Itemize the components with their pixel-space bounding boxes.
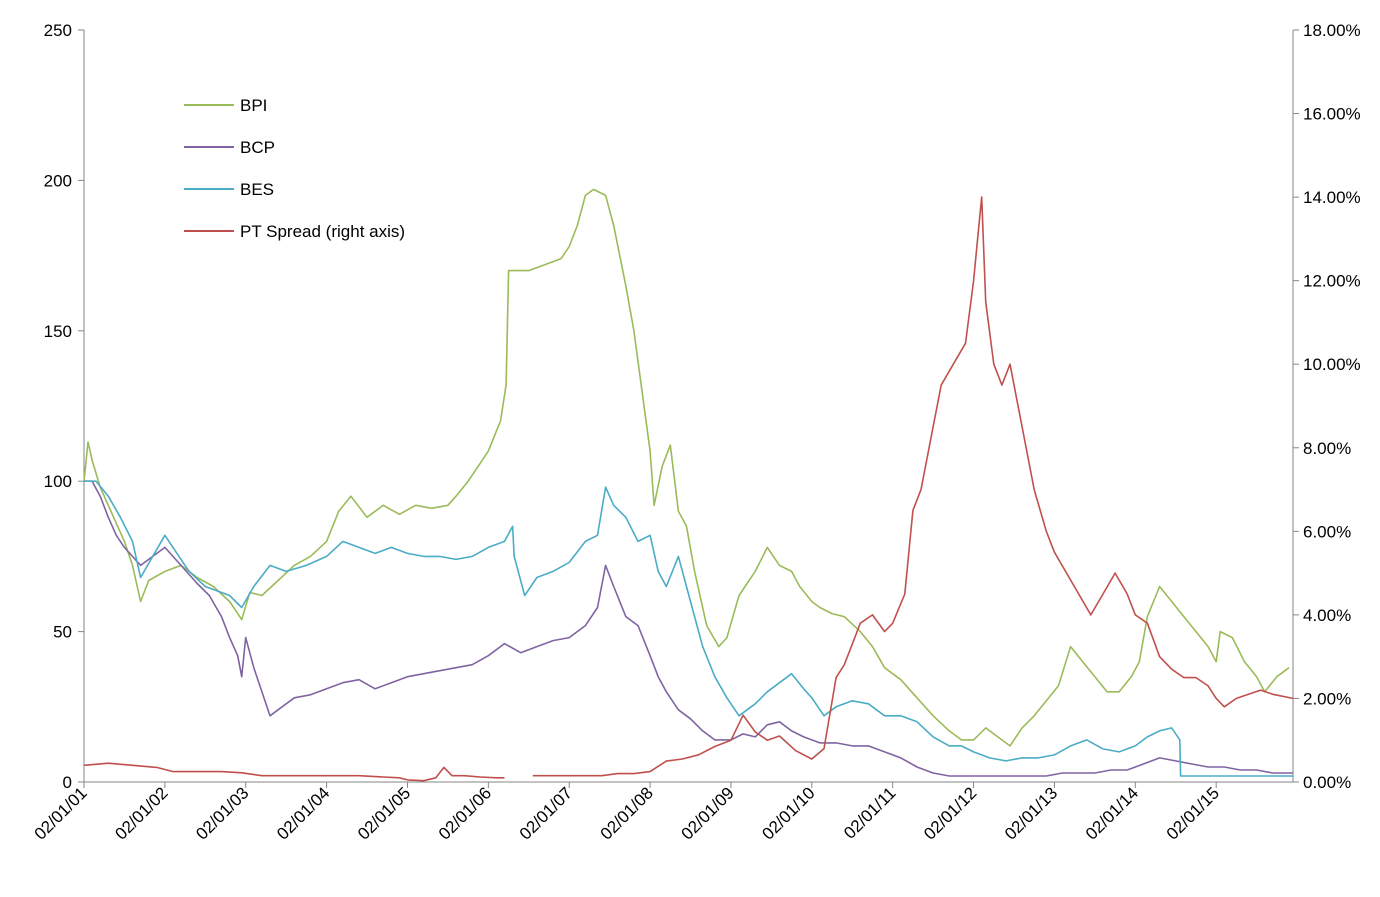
x-tick-label: 02/01/15 — [1163, 783, 1223, 843]
x-tick-label: 02/01/14 — [1082, 783, 1142, 843]
series-line-bpi — [83, 188, 1290, 747]
y-tick-label-left: 250 — [44, 21, 72, 40]
legend-label: BES — [240, 180, 274, 199]
y-tick-label-right: 0.00% — [1303, 773, 1351, 792]
legend: BPI BCP BES PT Spread (right axis) — [184, 96, 405, 241]
series-line-bes — [84, 480, 1293, 777]
x-tick-label: 02/01/01 — [31, 783, 91, 843]
x-tick-label: 02/01/07 — [516, 783, 576, 843]
y-tick-label-right: 14.00% — [1303, 188, 1361, 207]
y-tick-label-left: 0 — [63, 773, 72, 792]
series-line-bcp — [84, 480, 1293, 777]
axes: 0 50 100 150 200 250 0.00% 2.00% 4.00% 6.00% 8.00%… — [31, 21, 1361, 844]
x-tick-label: 02/01/04 — [273, 783, 333, 843]
y-tick-label-right: 8.00% — [1303, 439, 1351, 458]
y-tick-label-left: 50 — [53, 623, 72, 642]
y-tick-label-right: 18.00% — [1303, 21, 1361, 40]
y-tick-label-right: 16.00% — [1303, 105, 1361, 124]
legend-label: PT Spread (right axis) — [240, 222, 405, 241]
x-tick-label: 02/01/11 — [840, 783, 899, 842]
x-tick-label: 02/01/03 — [192, 783, 252, 843]
y-tick-label-right: 12.00% — [1303, 272, 1361, 291]
y-tick-label-left: 150 — [44, 322, 72, 341]
legend-label: BCP — [240, 138, 275, 157]
series-line-pt — [83, 196, 1294, 782]
y-tick-label-right: 2.00% — [1303, 689, 1351, 708]
x-tick-label: 02/01/12 — [920, 783, 980, 843]
y-tick-label-right: 6.00% — [1303, 522, 1351, 541]
x-tick-label: 02/01/13 — [1001, 783, 1061, 843]
y-tick-label-left: 200 — [44, 171, 72, 190]
x-tick-label: 02/01/06 — [435, 783, 495, 843]
x-tick-label: 02/01/02 — [111, 783, 171, 843]
x-tick-label: 02/01/08 — [597, 783, 657, 843]
x-tick-label: 02/01/05 — [354, 783, 414, 843]
series-group — [83, 188, 1294, 782]
y-tick-label-left: 100 — [44, 472, 72, 491]
y-tick-label-right: 10.00% — [1303, 355, 1361, 374]
legend-label: BPI — [240, 96, 267, 115]
x-tick-label: 02/01/10 — [758, 783, 818, 843]
x-tick-label: 02/01/09 — [678, 783, 738, 843]
y-tick-label-right: 4.00% — [1303, 606, 1351, 625]
